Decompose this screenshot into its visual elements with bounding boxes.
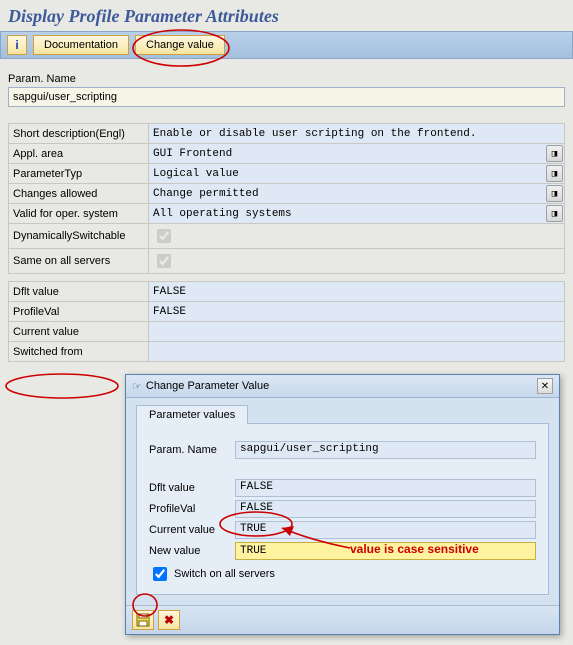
valid-os-value: All operating systems◨	[149, 204, 565, 224]
dyn-switch-label: DynamicallySwitchable	[9, 224, 149, 249]
tab-parameter-values[interactable]: Parameter values	[136, 405, 248, 424]
appl-area-label: Appl. area	[9, 144, 149, 164]
attributes-table: Short description(Engl) Enable or disabl…	[8, 123, 565, 362]
param-typ-value: Logical value◨	[149, 164, 565, 184]
dlg-profile-label: ProfileVal	[149, 503, 235, 515]
dlg-new-value-input[interactable]	[235, 542, 536, 560]
page-title: Display Profile Parameter Attributes	[0, 0, 573, 31]
dlg-dflt-label: Dflt value	[149, 482, 235, 494]
change-param-dialog: ☞ Change Parameter Value ✕ Parameter val…	[125, 374, 560, 635]
f4-icon[interactable]: ◨	[546, 205, 563, 222]
dialog-title: Change Parameter Value	[146, 380, 269, 392]
dyn-switch-cell	[149, 224, 565, 249]
switched-value	[149, 342, 565, 362]
changes-label: Changes allowed	[9, 184, 149, 204]
appl-area-value: GUI Frontend◨	[149, 144, 565, 164]
switched-label: Switched from	[9, 342, 149, 362]
dlg-current-value: TRUE	[235, 521, 536, 539]
profile-label: ProfileVal	[9, 302, 149, 322]
param-name-input[interactable]	[8, 87, 565, 107]
changes-value: Change permitted◨	[149, 184, 565, 204]
current-label: Current value	[9, 322, 149, 342]
f4-icon[interactable]: ◨	[546, 185, 563, 202]
same-all-cell	[149, 249, 565, 274]
dflt-label: Dflt value	[9, 282, 149, 302]
profile-value: FALSE	[149, 302, 565, 322]
dlg-new-label: New value	[149, 545, 235, 557]
toolbar: i Documentation Change value	[0, 31, 573, 59]
tab-panel: Param. Name sapgui/user_scripting Dflt v…	[136, 423, 549, 595]
switch-all-label: Switch on all servers	[174, 568, 275, 580]
close-icon[interactable]: ✕	[537, 378, 553, 394]
param-name-label: Param. Name	[8, 73, 565, 85]
save-button[interactable]	[132, 610, 154, 630]
dialog-footer: ✖	[126, 605, 559, 634]
short-desc-value: Enable or disable user scripting on the …	[149, 124, 565, 144]
dlg-dflt-value: FALSE	[235, 479, 536, 497]
dialog-icon: ☞	[132, 380, 142, 393]
info-icon[interactable]: i	[7, 35, 27, 55]
valid-os-label: Valid for oper. system	[9, 204, 149, 224]
f4-icon[interactable]: ◨	[546, 165, 563, 182]
dyn-switch-checkbox	[157, 229, 171, 243]
dlg-profile-value: FALSE	[235, 500, 536, 518]
save-icon	[136, 613, 150, 627]
dlg-param-name-value: sapgui/user_scripting	[235, 441, 536, 459]
dlg-param-name-label: Param. Name	[149, 444, 235, 456]
current-value	[149, 322, 565, 342]
change-value-button[interactable]: Change value	[135, 35, 225, 55]
switch-all-checkbox[interactable]	[153, 567, 167, 581]
dflt-value: FALSE	[149, 282, 565, 302]
f4-icon[interactable]: ◨	[546, 145, 563, 162]
same-all-label: Same on all servers	[9, 249, 149, 274]
same-all-checkbox	[157, 254, 171, 268]
param-typ-label: ParameterTyp	[9, 164, 149, 184]
short-desc-label: Short description(Engl)	[9, 124, 149, 144]
cancel-button[interactable]: ✖	[158, 610, 180, 630]
documentation-button[interactable]: Documentation	[33, 35, 129, 55]
dlg-current-label: Current value	[149, 524, 235, 536]
dialog-titlebar: ☞ Change Parameter Value ✕	[126, 375, 559, 398]
